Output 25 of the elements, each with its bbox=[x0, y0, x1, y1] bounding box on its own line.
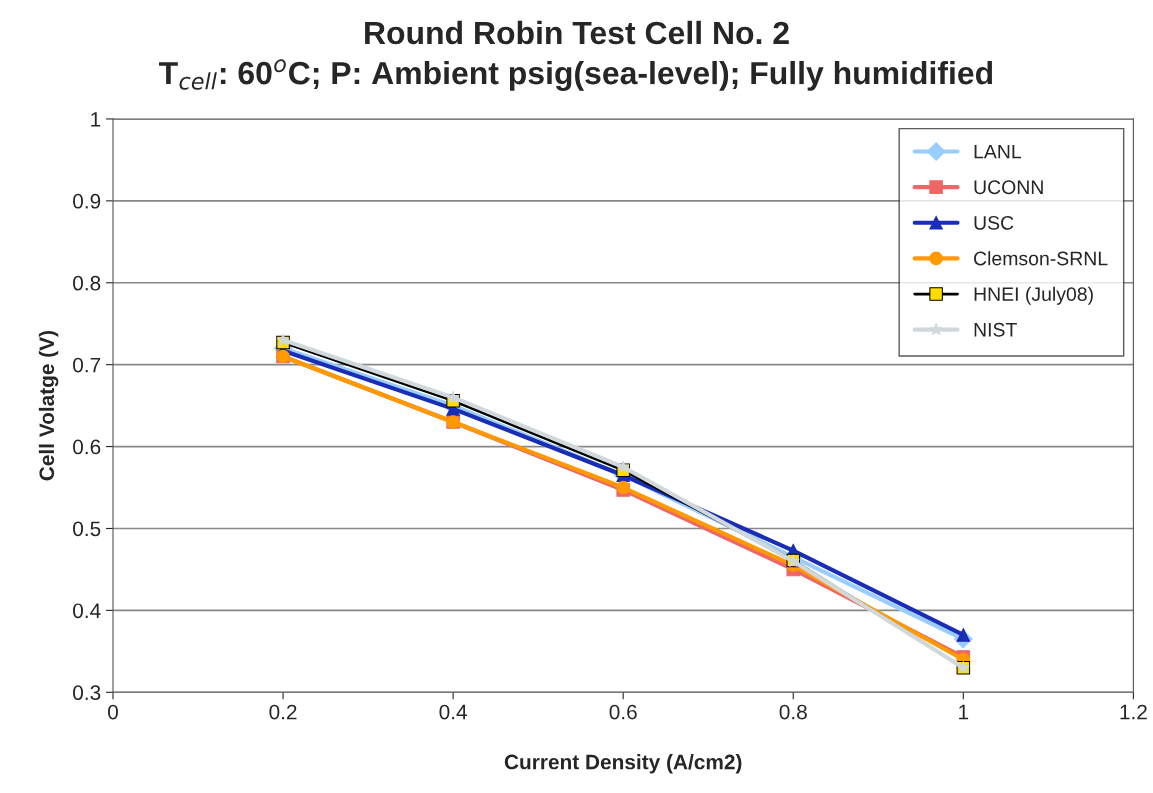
legend-label: Clemson-SRNL bbox=[974, 251, 1108, 266]
x-tick-label: 0 bbox=[108, 704, 118, 720]
legend-label: NIST bbox=[974, 322, 1017, 337]
x-tick-label: 0.6 bbox=[609, 704, 637, 720]
y-axis-title: Cell Volatge (V) bbox=[38, 331, 59, 481]
x-axis-title: Current Density (A/cm2) bbox=[504, 754, 742, 774]
y-tick-label: 0.6 bbox=[73, 439, 101, 455]
x-tick-label: 1.2 bbox=[1120, 704, 1147, 720]
y-tick-label: 0.4 bbox=[73, 603, 101, 619]
y-tick-label: 0.9 bbox=[73, 193, 101, 209]
y-tick-label: 0.7 bbox=[73, 357, 101, 373]
y-tick-label: 0.8 bbox=[73, 275, 101, 291]
y-tick-label: 0.5 bbox=[73, 521, 101, 537]
legend-label: UCONN bbox=[974, 180, 1043, 195]
chart-subtitle: T$_{cell}$: 60$^{o}$C; P: Ambient psig(sea-level); Fully humidified bbox=[159, 59, 993, 91]
legend-label: USC bbox=[974, 215, 1014, 230]
chart-title: Round Robin Test Cell No. 2 bbox=[365, 20, 789, 45]
legend-label: HNEI (July08) bbox=[974, 286, 1093, 305]
x-tick-label: 1 bbox=[959, 704, 969, 720]
y-tick-label: 0.3 bbox=[73, 685, 101, 701]
legend-label: LANL bbox=[974, 144, 1022, 159]
y-tick-label: 1 bbox=[91, 112, 101, 127]
x-tick-label: 0.4 bbox=[439, 704, 467, 720]
x-tick-label: 0.8 bbox=[779, 704, 807, 720]
x-tick-label: 0.2 bbox=[269, 704, 297, 720]
